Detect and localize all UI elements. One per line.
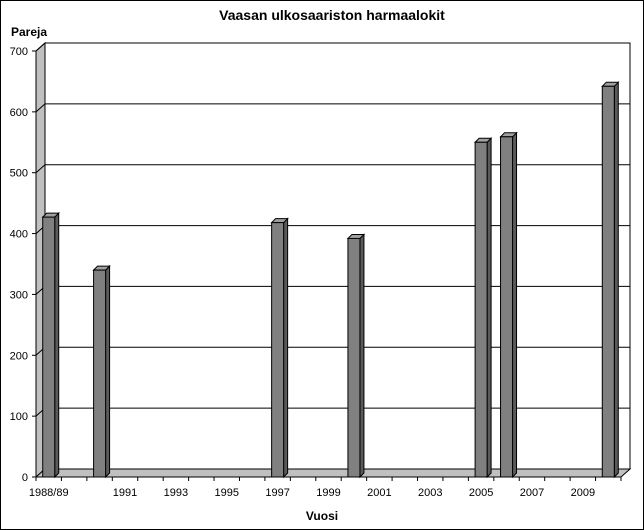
bar-side <box>359 233 365 479</box>
bar <box>270 217 289 479</box>
y-tick-label: 100 <box>10 411 28 423</box>
axes <box>35 51 621 478</box>
bar <box>41 211 60 479</box>
chart-title: Vaasan ulkosaariston harmaalokit <box>219 7 445 23</box>
y-axis-title: Pareja <box>11 25 47 39</box>
bar-front <box>347 237 361 478</box>
x-tick-label: 2009 <box>571 487 595 499</box>
bar-side <box>486 137 492 479</box>
bar-front <box>42 216 56 478</box>
bar <box>499 131 518 479</box>
bar <box>473 137 493 479</box>
y-ticks: 0 100 200 300 400 500 600 700 <box>10 46 36 484</box>
y-tick-label: 0 <box>22 472 28 484</box>
y-tick-label: 200 <box>10 350 28 362</box>
bar-front <box>474 141 488 478</box>
y-tick-label: 600 <box>10 107 28 119</box>
x-tick-label: 1988/89 <box>29 487 69 499</box>
x-tick-label: 2001 <box>367 487 391 499</box>
gridline-side <box>35 103 46 113</box>
bars <box>41 81 620 479</box>
bar <box>92 264 111 479</box>
bar-side <box>613 81 619 479</box>
y-tick-label: 500 <box>10 168 28 180</box>
bar-side <box>105 264 111 479</box>
x-tick-label: 1993 <box>164 487 188 499</box>
y-tick-label: 700 <box>10 46 28 58</box>
bar-front <box>271 222 285 478</box>
y-tick-label: 400 <box>10 229 28 241</box>
gridlines <box>35 42 630 417</box>
chart-walls <box>34 41 632 479</box>
floor <box>34 468 632 478</box>
bar-front <box>601 85 615 478</box>
bar-side <box>54 211 60 479</box>
bar <box>346 233 366 479</box>
gridline-side <box>35 164 46 174</box>
x-tick-label: 1995 <box>215 487 239 499</box>
x-ticks: 1988/89 1991 1993 1995 1997 1999 2001 2003 2005 2… <box>29 477 622 499</box>
bar-side <box>283 217 289 479</box>
bar-front <box>93 269 107 478</box>
x-tick-label: 2007 <box>520 487 544 499</box>
x-tick-label: 1999 <box>316 487 340 499</box>
x-tick-label: 2005 <box>469 487 493 499</box>
bar-side <box>512 131 518 479</box>
gridline-side <box>35 42 46 52</box>
bar-front <box>500 136 514 478</box>
x-tick-label: 1991 <box>113 487 137 499</box>
x-tick-label: 1997 <box>265 487 289 499</box>
x-tick-label: 2003 <box>418 487 442 499</box>
back-wall <box>44 42 631 470</box>
bar <box>601 81 620 479</box>
y-tick-label: 300 <box>10 289 28 301</box>
x-axis-title: Vuosi <box>306 509 338 523</box>
